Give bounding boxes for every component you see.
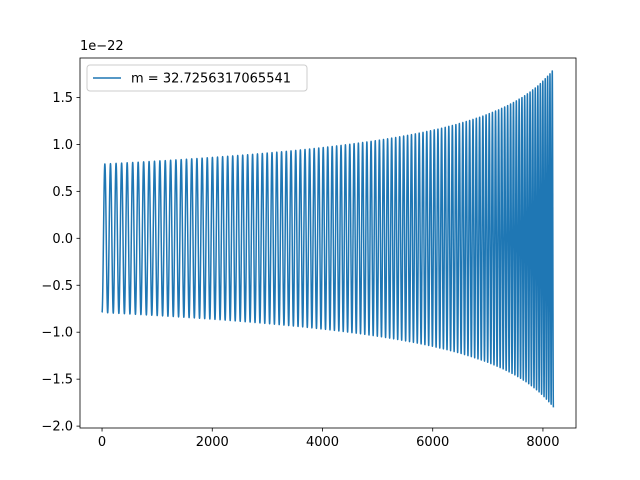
y-tick-label: −1.0 [41, 326, 73, 341]
x-axis-ticks: 0 2000 4000 6000 8000 [98, 428, 559, 450]
x-tick-label: 2000 [196, 435, 229, 450]
legend-label: m = 32.7256317065541 [131, 72, 291, 87]
y-tick-label: 0.0 [52, 232, 73, 247]
series-line [101, 70, 555, 408]
y-tick-label: 1.0 [52, 138, 73, 153]
y-tick-label: 0.5 [52, 185, 73, 200]
x-tick-label: 4000 [306, 435, 339, 450]
y-axis-ticks: −2.0 −1.5 −1.0 −0.5 0.0 0.5 1.0 1.5 [41, 91, 80, 435]
series-layer [101, 70, 555, 408]
x-tick-label: 8000 [526, 435, 559, 450]
legend: m = 32.7256317065541 [86, 64, 308, 92]
axes-frame [79, 57, 577, 429]
y-tick-label: −2.0 [41, 420, 73, 435]
y-tick-label: −1.5 [41, 373, 73, 388]
y-tick-label: 1.5 [52, 91, 73, 106]
y-tick-label: −0.5 [41, 279, 73, 294]
legend-box [86, 64, 308, 92]
y-offset-label: 1e−22 [80, 39, 124, 54]
x-tick-label: 0 [98, 435, 106, 450]
x-tick-label: 6000 [416, 435, 449, 450]
